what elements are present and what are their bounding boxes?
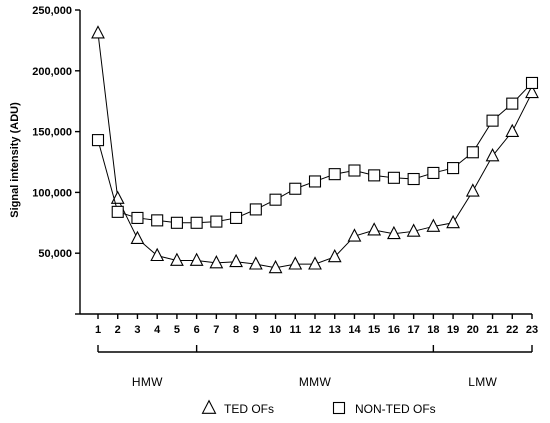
x-tick-label: 5 <box>174 324 180 336</box>
data-point-triangle <box>367 222 382 236</box>
legend-triangle-icon <box>201 399 217 414</box>
data-point-triangle <box>130 230 145 245</box>
x-tick-label: 16 <box>388 324 400 336</box>
x-tick-label: 8 <box>233 324 239 336</box>
data-point-square <box>190 216 203 229</box>
legend-label: TED OFs <box>224 402 274 416</box>
data-point-square <box>486 114 499 127</box>
series-non-ted-ofs <box>91 76 539 229</box>
data-point-triangle <box>229 253 243 268</box>
legend-label: NON-TED OFs <box>355 402 436 416</box>
y-tick-label: 100,000 <box>32 187 72 199</box>
data-point-triangle <box>426 218 441 232</box>
band-label-hmw: HMW <box>132 375 163 389</box>
data-point-square <box>131 211 144 224</box>
data-point-square <box>447 162 460 175</box>
data-point-triangle <box>268 259 283 274</box>
x-tick-label: 22 <box>506 324 518 336</box>
data-point-triangle <box>485 148 500 162</box>
x-tick-label: 14 <box>348 324 361 336</box>
legend: TED OFs NON-TED OFs <box>201 399 436 416</box>
x-axis-ticks: 1 2 3 4 5 6 7 8 9 10 11 12 13 14 15 16 17 18 19 20 21 22 23 <box>95 314 538 336</box>
x-tick-label: 18 <box>427 324 439 336</box>
data-point-square <box>466 146 479 159</box>
x-tick-label: 23 <box>526 324 538 336</box>
x-tick-label: 21 <box>486 324 498 336</box>
data-point-triangle <box>308 256 322 270</box>
data-point-triangle <box>189 252 204 266</box>
data-point-square <box>525 76 539 90</box>
data-point-triangle <box>327 248 342 263</box>
x-tick-label: 20 <box>467 324 479 336</box>
x-tick-label: 6 <box>194 324 200 336</box>
legend-item: TED OFs <box>201 399 274 416</box>
data-point-triangle <box>170 252 184 266</box>
data-point-square <box>407 172 420 186</box>
data-point-triangle <box>347 228 362 242</box>
x-tick-label: 2 <box>115 324 121 336</box>
axes <box>79 10 532 315</box>
y-tick-label: 250,000 <box>32 5 72 17</box>
x-tick-label: 10 <box>269 324 281 336</box>
legend-item: NON-TED OFs <box>332 401 436 416</box>
x-tick-label: 15 <box>368 324 380 336</box>
y-axis-title: Signal intensity (ADU) <box>9 102 21 218</box>
y-tick-label: 200,000 <box>32 66 72 78</box>
data-point-square <box>506 97 519 110</box>
x-tick-label: 3 <box>134 324 140 336</box>
data-point-square <box>289 182 302 195</box>
x-tick-label: 1 <box>95 324 101 336</box>
x-tick-label: 9 <box>253 324 259 336</box>
legend-square-icon <box>332 401 346 415</box>
data-point-square <box>91 134 105 147</box>
data-point-triangle <box>288 256 303 270</box>
data-point-square <box>387 171 400 184</box>
band-groups: HMW MMW LMW <box>97 345 533 389</box>
data-point-triangle <box>209 255 224 269</box>
x-tick-label: 4 <box>154 324 161 336</box>
x-tick-label: 19 <box>447 324 459 336</box>
data-point-square <box>308 175 322 188</box>
data-point-square <box>348 164 361 177</box>
data-point-triangle <box>406 223 421 237</box>
data-point-square <box>269 193 282 206</box>
data-point-square <box>427 166 440 179</box>
data-point-triangle <box>465 183 480 197</box>
data-point-triangle <box>91 25 105 39</box>
series-ted-ofs <box>91 25 539 274</box>
x-tick-label: 12 <box>309 324 321 336</box>
data-point-square <box>111 205 124 218</box>
x-tick-label: 11 <box>289 324 301 336</box>
data-point-square <box>170 216 183 229</box>
x-tick-label: 13 <box>329 324 341 336</box>
x-tick-label: 17 <box>408 324 420 336</box>
data-point-triangle <box>150 247 165 262</box>
x-tick-label: 7 <box>213 324 219 336</box>
series <box>91 25 539 274</box>
band-label-mmw: MMW <box>299 375 332 389</box>
band-label-lmw: LMW <box>468 375 497 389</box>
data-point-triangle <box>446 214 460 229</box>
y-tick-label: 150,000 <box>32 127 72 139</box>
data-point-square <box>230 211 243 224</box>
data-point-square <box>210 215 223 228</box>
data-point-square <box>151 214 164 227</box>
data-point-triangle <box>525 84 539 99</box>
data-point-square <box>249 203 262 216</box>
data-point-triangle <box>505 123 520 138</box>
data-point-triangle <box>387 225 401 240</box>
data-point-square <box>328 168 341 181</box>
y-axis-ticks: 50,000 100,000 150,000 200,000 250,000 <box>32 5 80 315</box>
data-point-square <box>368 169 381 182</box>
y-tick-label: 50,000 <box>38 248 72 260</box>
data-point-triangle <box>248 256 263 270</box>
